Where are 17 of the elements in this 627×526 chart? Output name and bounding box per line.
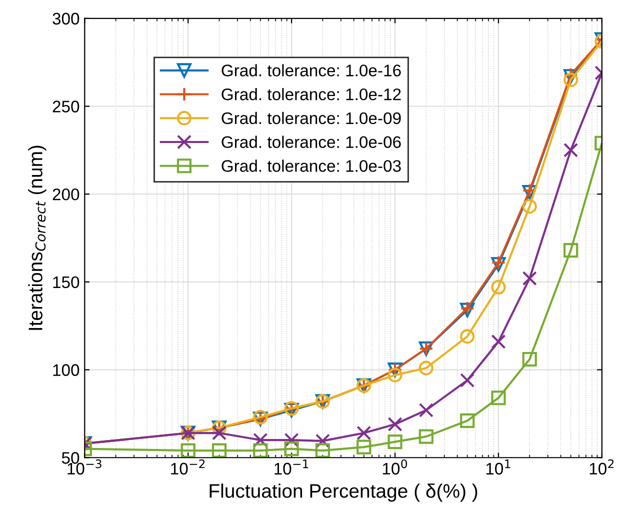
legend-label: Grad. tolerance: 1.0e-12	[222, 88, 401, 100]
legend-label: Grad. tolerance: 1.0e-06	[222, 136, 401, 148]
legend-label: Grad. tolerance: 1.0e-03	[222, 160, 401, 172]
x-axis-title: Fluctuation Percentage ( δ(%) )	[210, 484, 478, 502]
x-tick-label: 10$^{1}$	[486, 460, 510, 475]
x-tick-label: 10$^{0}$	[382, 459, 408, 475]
legend-label: Grad. tolerance: 1.0e-09	[222, 112, 401, 124]
x-tick-label: 10$^{−2}$	[171, 459, 205, 475]
x-tick-label: 10$^{−1}$	[274, 460, 308, 475]
x-tick-label: 10$^{2}$	[590, 459, 614, 475]
y-axis-title: Iterations$_{Correct}$ (num)	[28, 146, 46, 330]
y-tick-label: 100	[53, 364, 80, 376]
y-tick-label: 250	[52, 100, 80, 112]
y-tick-label: 300	[52, 12, 80, 25]
legend-label: Grad. tolerance: 1.0e-16	[222, 64, 401, 76]
y-tick-label: 200	[52, 188, 80, 200]
y-tick-label: 150	[53, 276, 80, 288]
